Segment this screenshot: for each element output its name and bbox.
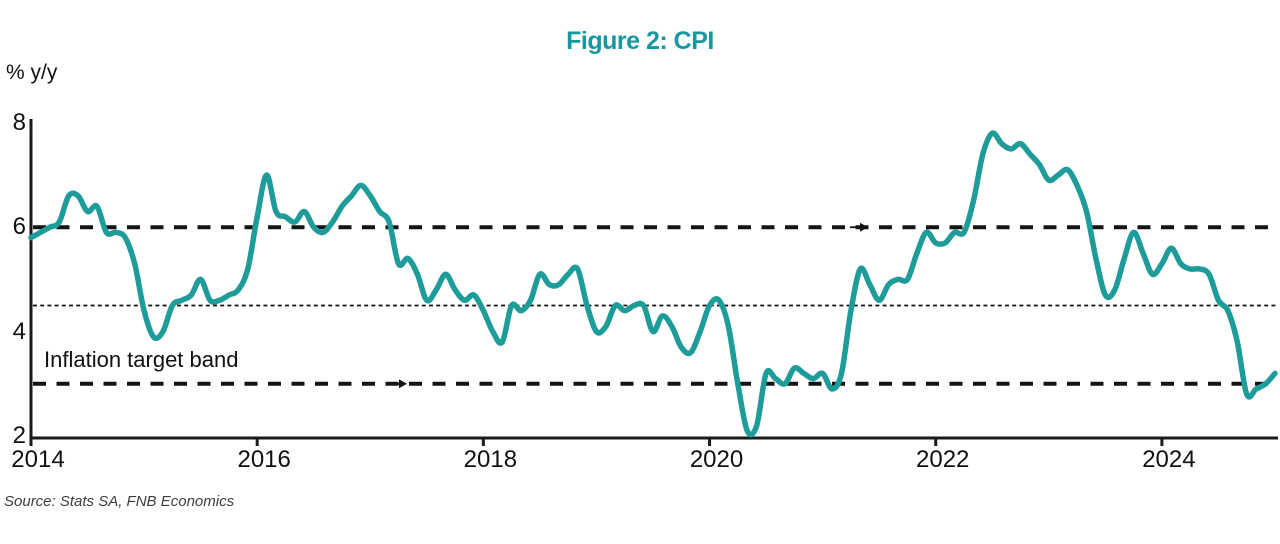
x-tick-label-2014: 2014 <box>11 446 65 473</box>
x-tick-label-2018: 2018 <box>463 446 518 473</box>
right-arrow-icon <box>860 222 868 232</box>
x-tick-label-2016: 2016 <box>237 446 291 473</box>
cpi-series-line <box>28 130 1278 438</box>
inflation-target-band-label: Inflation target band <box>44 347 239 372</box>
y-tick-label-2: 2 <box>12 422 26 449</box>
right-arrow-icon <box>399 379 407 389</box>
chart-title: Figure 2: CPI <box>566 27 714 55</box>
x-tick-label-2022: 2022 <box>916 446 970 473</box>
y-axis-unit-label: % y/y <box>6 61 58 84</box>
x-tick-label-2020: 2020 <box>689 446 744 473</box>
y-tick-label-6: 6 <box>12 213 26 241</box>
x-tick-label-2024: 2024 <box>1142 446 1196 473</box>
source-note: Source: Stats SA, FNB Economics <box>4 493 235 510</box>
y-tick-label-4: 4 <box>12 317 26 345</box>
y-tick-label-8: 8 <box>12 108 26 136</box>
